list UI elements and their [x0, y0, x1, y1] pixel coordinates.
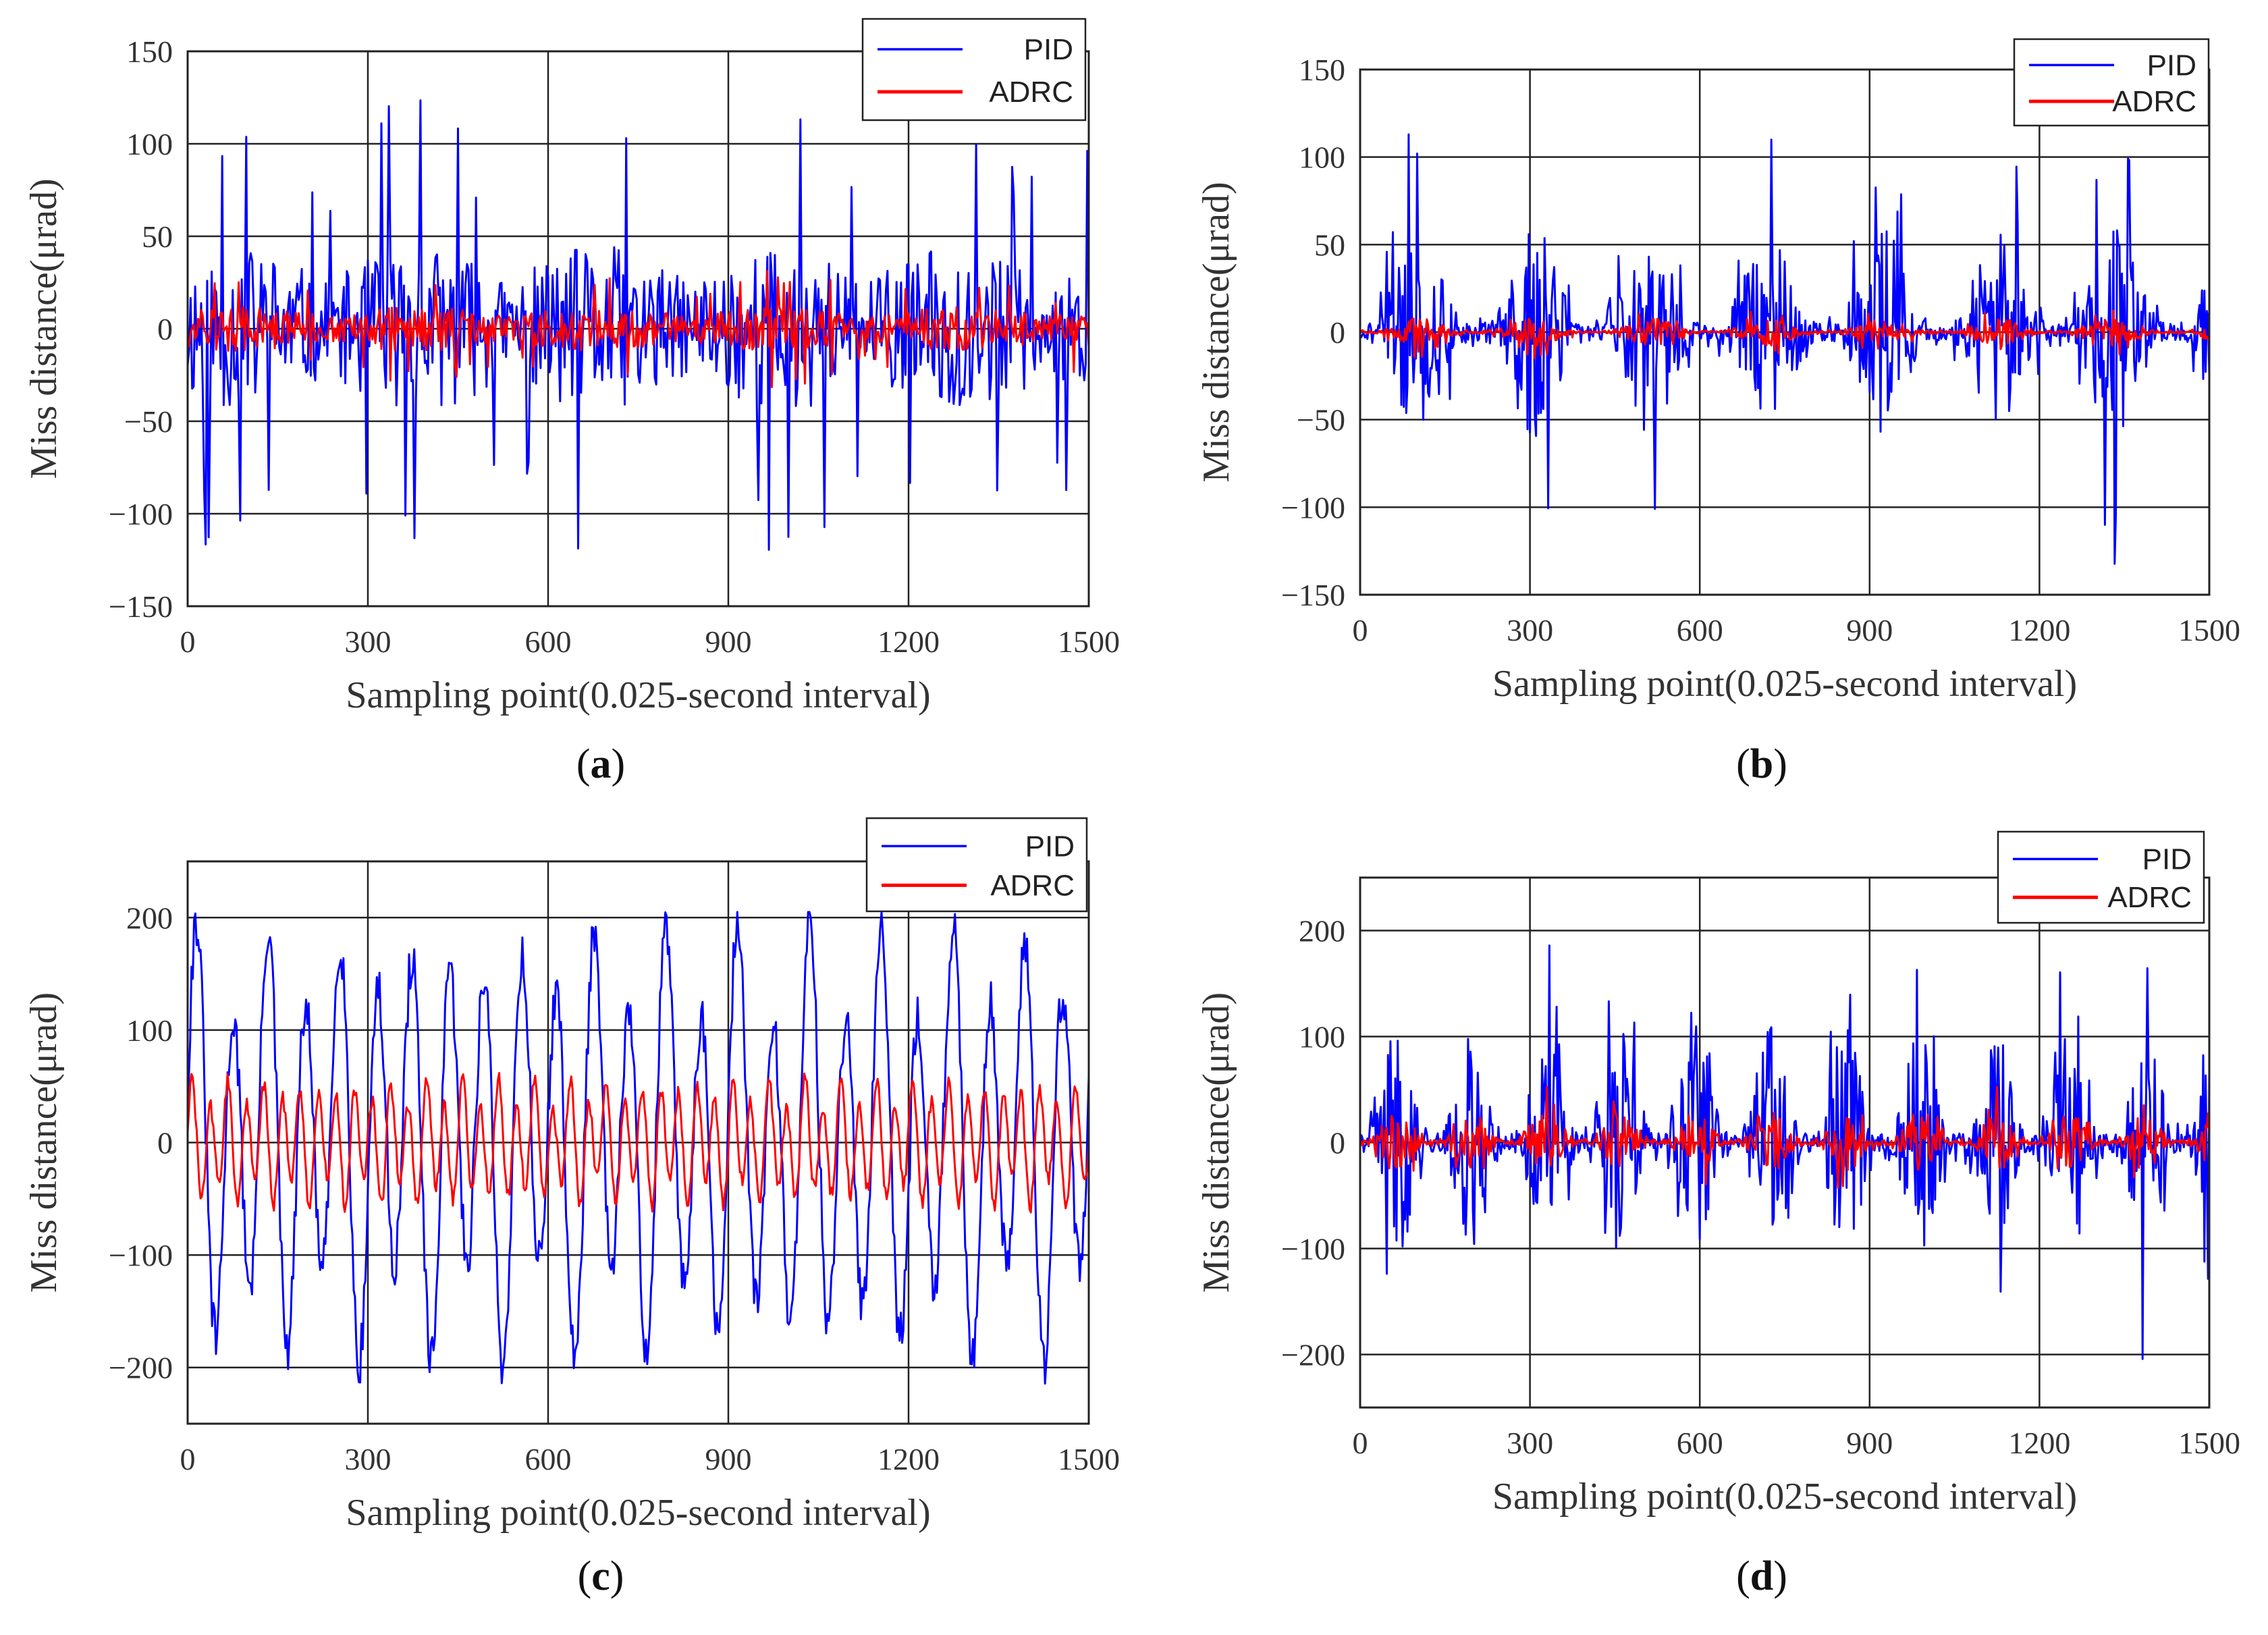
x-tick-label: 900 [705, 624, 752, 659]
x-tick-label: 0 [1353, 1426, 1368, 1460]
y-tick-label: 150 [1299, 53, 1345, 87]
y-tick-label: −100 [109, 497, 173, 531]
x-tick-label: 0 [1353, 613, 1368, 647]
legend: PID ADRC [861, 18, 1087, 122]
series-line-adrc [188, 269, 1089, 388]
x-axis-label: Sampling point(0.025-second interval) [1492, 1476, 2077, 1518]
legend-box [865, 817, 1088, 913]
legend-label-pid: PID [2147, 49, 2196, 82]
plot-frame [1359, 876, 2211, 1409]
x-tick-label: 0 [180, 624, 196, 659]
x-tick-label: 1200 [2008, 613, 2070, 647]
x-tick-label: 600 [525, 1442, 572, 1476]
x-tick-label: 600 [1677, 1426, 1723, 1460]
x-tick-label: 1200 [2008, 1426, 2070, 1460]
chart-panel-d: 0 300 600 900 1200 1500 −200 −100 0 100 200 Samplin… [1195, 830, 2240, 1599]
legend-box [1997, 830, 2205, 924]
x-tick-label: 1500 [1058, 1442, 1120, 1476]
x-tick-label: 900 [705, 1442, 752, 1476]
panel-caption: (a) [576, 741, 625, 787]
y-axis-label: Miss distance(μrad) [1195, 992, 1237, 1293]
x-tick-label: 1500 [2178, 1426, 2240, 1460]
y-axis-label: Miss distance(μrad) [23, 992, 65, 1293]
y-tick-label: 0 [1330, 1126, 1345, 1160]
legend-label-adrc: ADRC [990, 869, 1075, 902]
x-axis-label: Sampling point(0.025-second interval) [1492, 663, 2077, 705]
x-tick-label: 900 [1846, 613, 1893, 647]
y-tick-label: −100 [1281, 1232, 1345, 1266]
series-line-adrc [1360, 1085, 2209, 1189]
y-tick-label: 200 [1299, 914, 1345, 948]
legend-label-adrc: ADRC [2112, 85, 2196, 118]
x-tick-label: 600 [525, 624, 572, 659]
series-line-pid [1360, 133, 2209, 565]
y-tick-label: 0 [157, 1126, 173, 1160]
y-tick-label: 100 [126, 1013, 173, 1048]
legend-label-pid: PID [2142, 843, 2192, 876]
chart-panel-b: 0 300 600 900 1200 1500 −150 −100 −50 0 50 100 150 Sa… [1195, 38, 2240, 787]
legend-label-adrc: ADRC [989, 76, 1073, 109]
y-tick-label: −100 [1281, 490, 1345, 525]
x-tick-label: 900 [1846, 1426, 1893, 1460]
y-tick-label: 200 [126, 901, 173, 935]
x-tick-label: 0 [180, 1442, 196, 1476]
y-tick-label: 100 [126, 127, 173, 161]
x-tick-label: 1500 [2178, 613, 2240, 647]
legend-label-pid: PID [1024, 33, 1073, 66]
legend: PID ADRC [1997, 830, 2205, 924]
x-tick-label: 300 [345, 1442, 392, 1476]
x-axis-label: Sampling point(0.025-second interval) [346, 1492, 930, 1534]
y-axis-label: Miss distance(μrad) [23, 178, 65, 479]
series-line-adrc [1360, 309, 2209, 359]
y-tick-label: 100 [1299, 1020, 1345, 1054]
y-tick-label: −150 [1281, 578, 1345, 612]
x-tick-label: 1500 [1058, 624, 1120, 659]
plot-frame [186, 50, 1090, 608]
legend: PID ADRC [865, 817, 1088, 913]
x-tick-label: 1200 [878, 624, 940, 659]
y-tick-label: 150 [126, 34, 173, 69]
panel-caption: (c) [578, 1553, 624, 1599]
series-line-adrc [188, 1072, 1089, 1214]
y-tick-label: −150 [109, 589, 173, 624]
y-tick-label: 0 [157, 312, 173, 346]
x-tick-label: 1200 [878, 1442, 940, 1476]
y-tick-label: −100 [109, 1238, 173, 1272]
legend-box [2013, 38, 2210, 127]
plot-frame [186, 860, 1090, 1425]
series-line-pid [188, 911, 1089, 1385]
y-tick-label: 50 [1314, 227, 1345, 262]
y-tick-label: −200 [109, 1351, 173, 1385]
y-tick-label: 100 [1299, 140, 1345, 175]
chart-panel-c: 0 300 600 900 1200 1500 −200 −100 0 100 200 Samplin… [23, 817, 1120, 1599]
legend-label-adrc: ADRC [2107, 881, 2192, 914]
y-tick-label: 0 [1330, 315, 1345, 350]
y-axis-label: Miss distance(μrad) [1195, 182, 1237, 482]
y-tick-label: −50 [124, 404, 173, 439]
y-tick-label: −200 [1281, 1338, 1345, 1372]
plot-frame [1359, 68, 2211, 596]
panel-caption: (d) [1736, 1553, 1787, 1599]
panel-caption: (b) [1736, 741, 1787, 787]
x-tick-label: 600 [1677, 613, 1723, 647]
y-tick-label: −50 [1297, 403, 1345, 437]
x-tick-label: 300 [345, 624, 392, 659]
chart-panel-a: 0 300 600 900 1200 1500 −150 −100 −50 0 50 100 150 Sa… [23, 18, 1120, 787]
x-axis-label: Sampling point(0.025-second interval) [346, 674, 930, 716]
x-tick-label: 300 [1507, 613, 1553, 647]
x-tick-label: 300 [1507, 1426, 1553, 1460]
y-tick-label: 50 [142, 219, 173, 254]
legend-box [861, 18, 1087, 122]
legend-label-pid: PID [1025, 830, 1075, 863]
